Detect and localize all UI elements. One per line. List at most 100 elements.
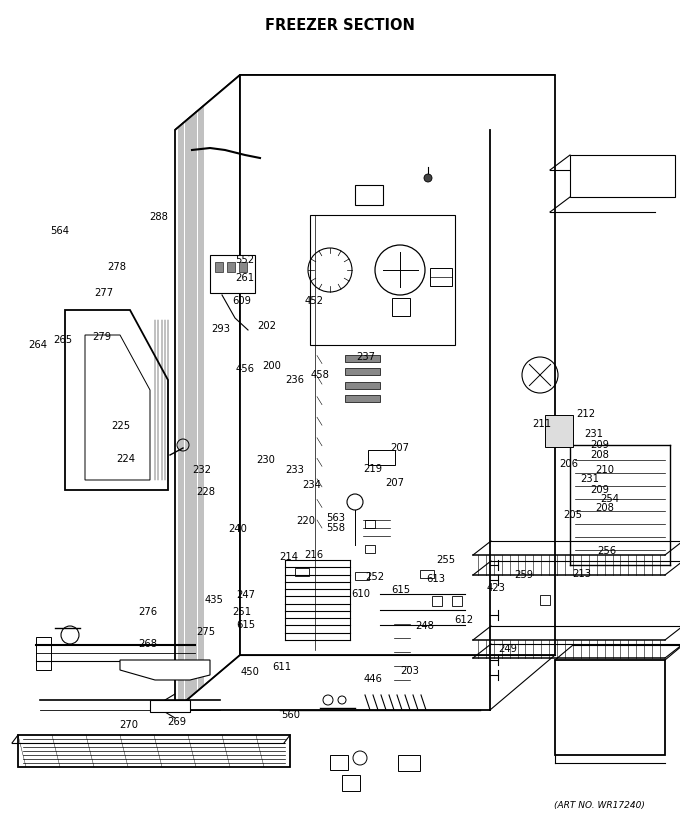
Text: 256: 256 xyxy=(598,546,617,556)
Bar xyxy=(365,520,375,528)
Text: 206: 206 xyxy=(559,459,578,469)
Bar xyxy=(345,395,380,402)
Text: 277: 277 xyxy=(95,288,114,298)
Text: (ART NO. WR17240): (ART NO. WR17240) xyxy=(554,801,645,810)
Text: 225: 225 xyxy=(112,421,131,431)
Text: 237: 237 xyxy=(356,352,375,362)
Text: 552: 552 xyxy=(235,255,254,265)
Text: 255: 255 xyxy=(437,555,456,565)
Bar xyxy=(310,215,455,345)
Bar xyxy=(18,735,290,767)
Bar xyxy=(215,262,223,272)
Text: 247: 247 xyxy=(237,590,256,600)
Text: 205: 205 xyxy=(563,510,582,520)
Text: 610: 610 xyxy=(351,589,370,599)
Bar xyxy=(239,262,247,272)
Text: 228: 228 xyxy=(197,487,216,496)
Text: 276: 276 xyxy=(138,607,157,617)
Text: 236: 236 xyxy=(285,375,304,385)
Text: 264: 264 xyxy=(28,340,47,350)
Text: FREEZER SECTION: FREEZER SECTION xyxy=(265,18,415,33)
Text: 240: 240 xyxy=(228,524,248,534)
Text: 275: 275 xyxy=(197,627,216,637)
Text: 564: 564 xyxy=(50,226,69,236)
Text: 612: 612 xyxy=(454,615,473,625)
Text: 214: 214 xyxy=(279,552,298,562)
Bar xyxy=(342,775,360,791)
Text: 265: 265 xyxy=(54,335,73,345)
Text: 609: 609 xyxy=(232,296,251,306)
Polygon shape xyxy=(120,660,210,680)
Bar xyxy=(545,415,573,447)
Polygon shape xyxy=(175,75,240,710)
Bar xyxy=(355,185,383,205)
Bar xyxy=(420,570,434,578)
Text: 254: 254 xyxy=(600,494,619,504)
Text: 209: 209 xyxy=(590,485,609,495)
Text: 210: 210 xyxy=(595,465,614,475)
Bar xyxy=(345,368,380,376)
Polygon shape xyxy=(570,155,675,197)
Text: 615: 615 xyxy=(392,585,411,595)
Text: 452: 452 xyxy=(305,296,324,306)
Text: 458: 458 xyxy=(310,370,329,380)
Text: 446: 446 xyxy=(363,674,382,684)
Text: 615: 615 xyxy=(237,620,256,630)
Bar xyxy=(295,568,309,576)
Text: 252: 252 xyxy=(365,572,384,582)
Text: 563: 563 xyxy=(326,513,345,523)
Text: 200: 200 xyxy=(262,361,282,371)
Text: 259: 259 xyxy=(515,570,534,580)
Text: 224: 224 xyxy=(116,454,135,464)
Text: 212: 212 xyxy=(577,409,596,419)
Circle shape xyxy=(424,174,432,182)
Polygon shape xyxy=(65,310,168,490)
Text: 207: 207 xyxy=(386,478,405,488)
Polygon shape xyxy=(175,75,555,130)
Bar xyxy=(398,755,420,771)
Bar xyxy=(210,255,255,293)
Text: 279: 279 xyxy=(92,332,112,342)
Text: 234: 234 xyxy=(302,480,321,490)
Polygon shape xyxy=(240,75,555,655)
Text: 450: 450 xyxy=(241,667,260,677)
Text: 269: 269 xyxy=(167,717,186,727)
Bar xyxy=(355,572,369,580)
Text: 211: 211 xyxy=(532,419,551,429)
Text: 207: 207 xyxy=(390,443,409,453)
Text: 219: 219 xyxy=(363,464,382,473)
Text: 423: 423 xyxy=(487,583,506,593)
Bar xyxy=(452,596,462,606)
Text: 611: 611 xyxy=(272,663,291,672)
Text: 293: 293 xyxy=(211,324,231,334)
Bar xyxy=(392,298,410,316)
Text: 251: 251 xyxy=(233,607,252,617)
Text: 261: 261 xyxy=(235,273,254,283)
Bar xyxy=(227,262,235,272)
Bar xyxy=(365,545,375,553)
Text: 270: 270 xyxy=(120,720,139,730)
Text: 278: 278 xyxy=(107,262,126,272)
Bar xyxy=(345,355,380,362)
Text: 231: 231 xyxy=(580,474,599,484)
Text: 208: 208 xyxy=(595,503,614,513)
Text: 213: 213 xyxy=(573,569,592,579)
Bar xyxy=(345,381,380,389)
Text: 231: 231 xyxy=(584,429,603,439)
Text: 456: 456 xyxy=(235,364,254,374)
Text: 268: 268 xyxy=(139,639,158,649)
Text: 558: 558 xyxy=(326,523,345,533)
Text: 249: 249 xyxy=(498,644,517,654)
Polygon shape xyxy=(555,660,665,755)
Bar xyxy=(540,595,550,605)
Text: 435: 435 xyxy=(205,595,224,605)
Text: 203: 203 xyxy=(401,666,420,676)
Text: 202: 202 xyxy=(257,321,276,331)
Text: 248: 248 xyxy=(415,621,435,631)
Text: 209: 209 xyxy=(590,440,609,450)
Text: 208: 208 xyxy=(590,450,609,459)
Bar xyxy=(432,596,442,606)
Text: 232: 232 xyxy=(192,465,211,475)
Text: 288: 288 xyxy=(150,212,169,222)
Bar xyxy=(430,268,452,286)
